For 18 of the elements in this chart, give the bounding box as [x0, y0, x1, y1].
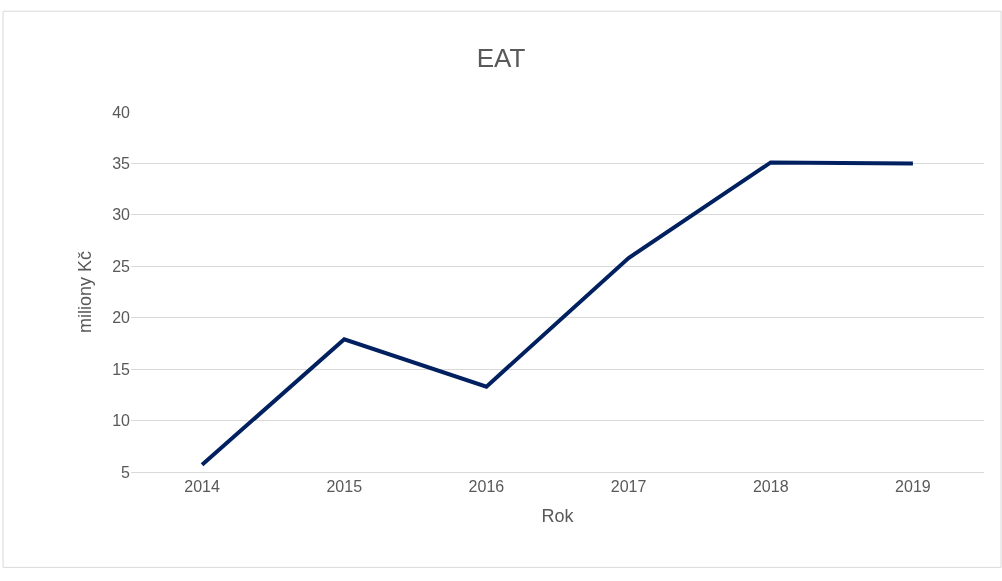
- y-tick-label: 25: [112, 257, 131, 275]
- x-axis-title: Rok: [541, 506, 575, 527]
- x-tick-label: 2017: [610, 478, 647, 496]
- y-tick-label: 20: [112, 309, 131, 327]
- x-tick-label: 2015: [326, 478, 363, 496]
- y-tick-label: 5: [121, 463, 131, 481]
- y-tick-label: 10: [112, 412, 131, 430]
- x-tick-label: 2016: [468, 478, 505, 496]
- x-tick-label: 2018: [752, 478, 789, 496]
- y-tick-label: 30: [112, 206, 131, 224]
- y-tick-label: 15: [112, 360, 131, 378]
- x-tick-label: 2019: [895, 478, 931, 496]
- y-axis-title: miliony Kč: [75, 250, 96, 334]
- y-tick-label: 40: [112, 103, 131, 121]
- x-tick-label: 2014: [184, 478, 220, 496]
- chart-title: EAT: [476, 43, 526, 74]
- line-series: [200, 160, 915, 467]
- y-tick-label: 35: [112, 155, 131, 173]
